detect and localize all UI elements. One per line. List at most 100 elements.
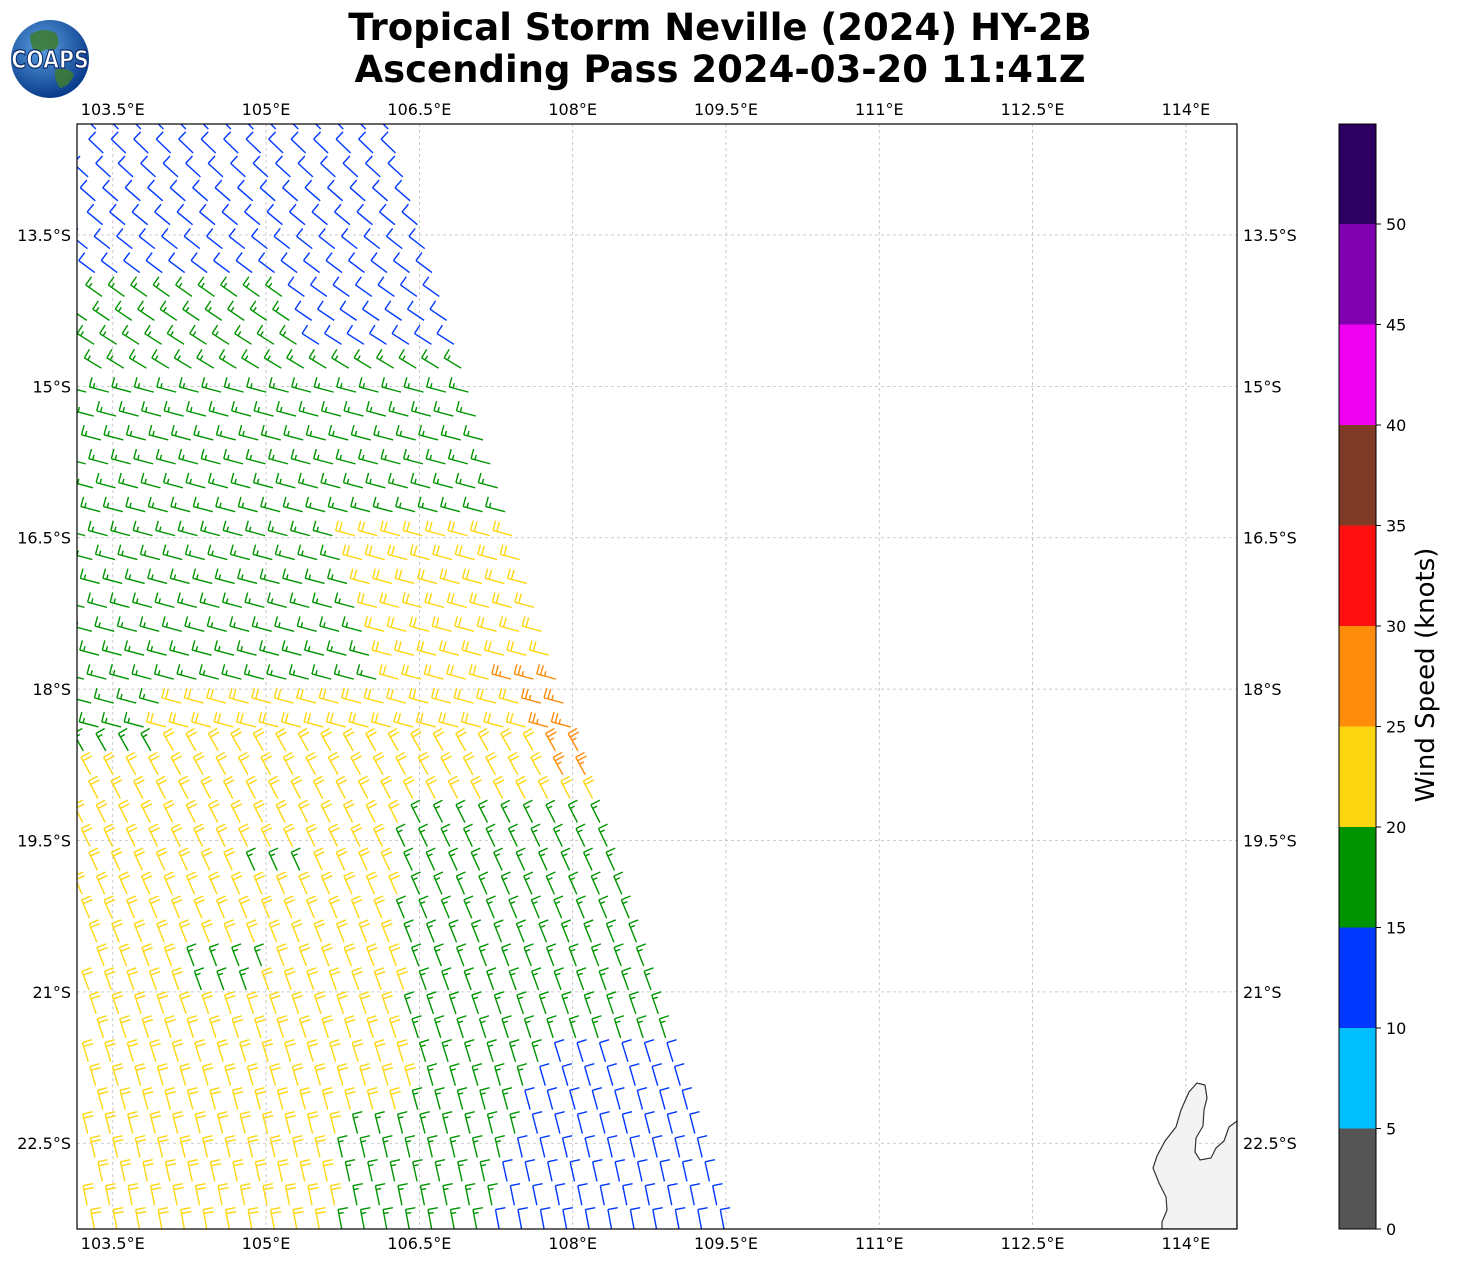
wind-barb bbox=[366, 943, 378, 967]
wind-barb bbox=[185, 472, 206, 489]
wind-barb bbox=[402, 775, 415, 800]
wind-barb bbox=[696, 1134, 708, 1158]
wind-barb bbox=[133, 131, 149, 154]
wind-barb bbox=[432, 472, 453, 489]
wind-barb bbox=[590, 871, 601, 895]
wind-barb bbox=[621, 1039, 632, 1062]
wind-barb bbox=[200, 448, 221, 465]
wind-barb bbox=[245, 448, 266, 465]
wind-barb bbox=[340, 227, 358, 250]
wind-barb bbox=[499, 544, 520, 561]
wind-barb bbox=[554, 1111, 565, 1134]
wind-barb bbox=[269, 1207, 282, 1229]
wind-barb bbox=[224, 124, 232, 130]
wind-barb bbox=[186, 1087, 199, 1110]
wind-barb bbox=[419, 1111, 430, 1134]
wind-barb bbox=[259, 568, 280, 585]
wind-barb bbox=[254, 1087, 266, 1110]
wind-barb bbox=[222, 775, 235, 800]
wind-barb bbox=[314, 124, 322, 130]
wind-barb bbox=[260, 424, 281, 441]
wind-barb bbox=[311, 592, 333, 609]
wind-barb bbox=[560, 775, 572, 800]
wind-barb bbox=[500, 943, 512, 967]
wind-barb bbox=[337, 124, 344, 130]
wind-barb bbox=[183, 688, 204, 704]
wind-barb bbox=[126, 895, 138, 919]
wind-barb bbox=[134, 1063, 146, 1086]
wind-barb bbox=[267, 520, 288, 537]
wind-barb bbox=[292, 1207, 304, 1229]
wind-barb bbox=[349, 568, 370, 585]
wind-barb bbox=[123, 711, 144, 728]
wind-barb bbox=[127, 1183, 139, 1206]
wind-barb bbox=[77, 727, 84, 752]
wind-barb bbox=[538, 847, 549, 871]
wind-barb bbox=[86, 203, 104, 226]
wind-barb bbox=[561, 1063, 572, 1086]
wind-barb bbox=[230, 401, 252, 417]
lat-tick-label-left: 15°S bbox=[32, 377, 71, 396]
wind-barb bbox=[381, 377, 402, 393]
wind-barb bbox=[305, 424, 326, 441]
wind-barb bbox=[258, 252, 276, 274]
wind-barb bbox=[133, 377, 154, 393]
wind-barb bbox=[124, 640, 145, 656]
wind-barb bbox=[298, 871, 310, 895]
wind-barb bbox=[582, 847, 594, 871]
wind-barb bbox=[440, 751, 452, 776]
wind-barb bbox=[178, 919, 191, 943]
wind-barb bbox=[176, 664, 197, 680]
wind-barb bbox=[553, 1039, 565, 1062]
wind-barb bbox=[267, 775, 280, 800]
wind-barb bbox=[409, 616, 430, 632]
wind-barb bbox=[282, 179, 299, 202]
wind-barb bbox=[598, 967, 609, 991]
wind-barb bbox=[275, 727, 287, 752]
wind-barb bbox=[305, 823, 318, 847]
wind-barb bbox=[237, 496, 258, 513]
wind-barb bbox=[440, 823, 451, 847]
title-line-1: Tropical Storm Neville (2024) HY-2B bbox=[348, 6, 1092, 49]
wind-barb bbox=[442, 1183, 453, 1206]
wind-barb bbox=[357, 775, 370, 800]
wind-barb bbox=[169, 640, 190, 656]
wind-barb bbox=[118, 401, 139, 417]
wind-barb bbox=[561, 1134, 573, 1158]
wind-barb bbox=[348, 640, 370, 656]
wind-barb bbox=[266, 664, 287, 680]
wind-barb bbox=[507, 823, 518, 847]
wind-barb bbox=[652, 1207, 663, 1229]
wind-barb bbox=[365, 472, 386, 489]
wind-barb bbox=[342, 472, 363, 489]
wind-barb bbox=[356, 664, 377, 680]
wind-barb bbox=[141, 1087, 154, 1110]
wind-barb bbox=[175, 276, 193, 298]
wind-barb bbox=[429, 300, 448, 321]
wind-barb bbox=[215, 895, 228, 919]
wind-barb bbox=[545, 943, 557, 967]
wind-barb bbox=[417, 496, 438, 513]
wind-barb bbox=[613, 1015, 625, 1039]
wind-barb bbox=[359, 1207, 371, 1229]
wind-barb bbox=[209, 1087, 221, 1110]
wind-barb bbox=[140, 727, 152, 752]
lon-tick-label-top: 108°E bbox=[548, 100, 597, 119]
wind-barb bbox=[246, 919, 258, 943]
colorbar-tick-label: 50 bbox=[1386, 215, 1406, 234]
wind-barb bbox=[179, 1063, 191, 1086]
wind-barb bbox=[128, 348, 147, 369]
wind-barb bbox=[207, 155, 224, 178]
wind-barb bbox=[194, 1111, 207, 1134]
wind-barb bbox=[112, 1134, 124, 1158]
wind-barb bbox=[214, 568, 235, 585]
wind-barb bbox=[397, 1183, 408, 1206]
wind-barb bbox=[216, 1039, 229, 1062]
wind-barb bbox=[409, 544, 430, 561]
wind-barb bbox=[103, 424, 124, 441]
wind-barb bbox=[577, 1183, 588, 1206]
wind-barb bbox=[337, 1207, 349, 1229]
wind-barb bbox=[253, 401, 274, 417]
wind-barb bbox=[568, 871, 579, 895]
wind-barb bbox=[506, 640, 527, 656]
